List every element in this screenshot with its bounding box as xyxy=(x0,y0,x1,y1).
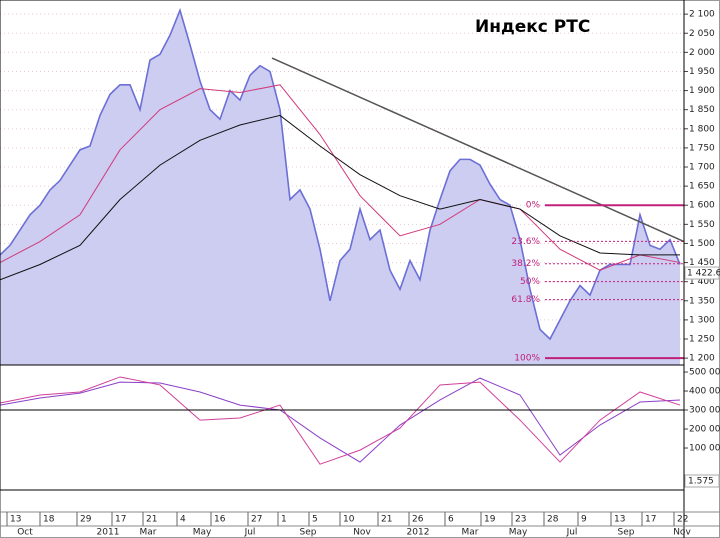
month-label: Oct xyxy=(17,528,33,538)
month-label: Mar xyxy=(140,528,157,538)
x-tick-label: 17 xyxy=(115,515,126,525)
fib-label: 23.6% xyxy=(511,237,540,247)
osc-panel xyxy=(0,365,684,490)
y2-tick-label: 300 000 xyxy=(689,406,720,416)
y2-tick-label: 100 000 xyxy=(689,444,720,454)
last-price-label: 1 422.6 xyxy=(687,269,720,279)
month-label: 2012 xyxy=(407,528,430,538)
chart-title: Индекс РТС xyxy=(475,17,590,37)
month-label: 2011 xyxy=(97,528,120,538)
x-tick-label: 13 xyxy=(614,515,625,525)
y2-tick-label: 400 000 xyxy=(689,387,720,397)
y2-tick-label: 500 000 xyxy=(689,368,720,378)
x-tick-label: 22 xyxy=(677,515,688,525)
x-tick-label: 27 xyxy=(251,515,262,525)
price-area xyxy=(0,10,680,366)
y-tick-label: 1 300 xyxy=(689,315,715,325)
trendline xyxy=(271,57,685,243)
x-tick-label: 23 xyxy=(515,515,526,525)
x-tick-label: 19 xyxy=(484,515,496,525)
x-tick-label: 16 xyxy=(214,515,226,525)
x-tick-label: 13 xyxy=(10,515,21,525)
x-tick-label: 21 xyxy=(146,515,157,525)
fib-label: 100% xyxy=(514,354,540,364)
series-line xyxy=(0,84,681,271)
month-label: Sep xyxy=(618,528,635,538)
x-tick-label: 18 xyxy=(43,515,55,525)
month-label: May xyxy=(193,528,212,538)
x-tick-label: 6 xyxy=(448,515,454,525)
y-tick-label: 1 200 xyxy=(689,354,715,364)
x-tick-label: 1 xyxy=(281,515,287,525)
y-tick-label: 1 400 xyxy=(689,277,715,287)
month-label: Jul xyxy=(566,528,578,538)
x-tick-label: 21 xyxy=(381,515,392,525)
fib-label: 50% xyxy=(520,277,540,287)
fib-label: 0% xyxy=(526,201,541,211)
x-tick-label: 4 xyxy=(180,515,186,525)
y-tick-label: 1 750 xyxy=(689,143,715,153)
y-tick-label: 1 900 xyxy=(689,86,715,96)
last-price-box xyxy=(684,266,720,280)
fib-label: 61.8% xyxy=(511,295,540,305)
y-tick-label: 1 850 xyxy=(689,105,715,115)
x-tick-label: 5 xyxy=(312,515,318,525)
month-label: Sep xyxy=(300,528,317,538)
x-tick-label: 26 xyxy=(412,515,424,525)
y-tick-label: 1 550 xyxy=(689,220,715,230)
y-tick-label: 2 100 xyxy=(689,10,715,20)
month-label: Nov xyxy=(353,528,371,538)
y-tick-label: 2 000 xyxy=(689,48,715,58)
series-line xyxy=(0,376,681,465)
x-tick-label: 29 xyxy=(80,515,92,525)
month-label: Nov xyxy=(673,528,691,538)
x-tick-label: 9 xyxy=(581,515,587,525)
month-label: Jul xyxy=(244,528,256,538)
y-tick-label: 1 350 xyxy=(689,296,715,306)
series-line xyxy=(0,377,681,463)
series-line xyxy=(0,7,681,341)
y-tick-label: 1 650 xyxy=(689,182,715,192)
y-tick-label: 1 450 xyxy=(689,258,715,268)
osc-box xyxy=(684,474,720,488)
series-line xyxy=(0,114,680,281)
osc-label: 1.575 xyxy=(688,477,714,487)
x-tick-label: 17 xyxy=(645,515,656,525)
month-label: Mar xyxy=(462,528,479,538)
y2-tick-label: 200 000 xyxy=(689,425,720,435)
y-tick-label: 1 600 xyxy=(689,201,715,211)
month-label: May xyxy=(509,528,528,538)
x-tick-label: 28 xyxy=(547,515,559,525)
y-tick-label: 1 950 xyxy=(689,67,715,77)
y-tick-label: 1 800 xyxy=(689,124,715,134)
y-tick-label: 1 500 xyxy=(689,239,715,249)
y-tick-label: 2 050 xyxy=(689,29,715,39)
y-tick-label: 1 700 xyxy=(689,163,715,173)
x-tick-label: 10 xyxy=(343,515,355,525)
fib-label: 38.2% xyxy=(511,259,540,269)
y-tick-label: 1 250 xyxy=(689,335,715,345)
